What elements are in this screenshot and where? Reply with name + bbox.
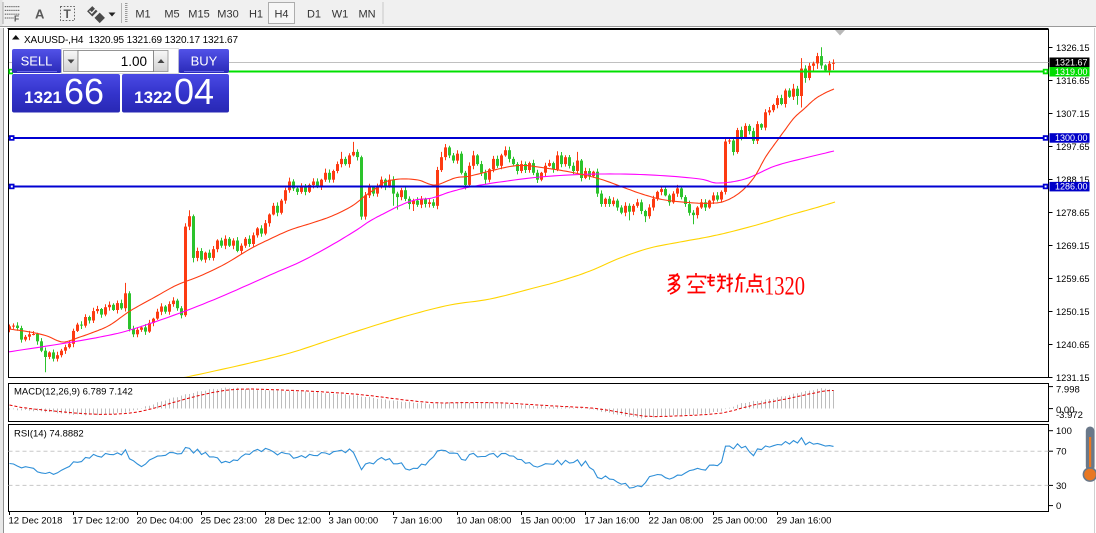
svg-text:MACD(12,26,9) 6.789 7.142: MACD(12,26,9) 6.789 7.142 <box>14 387 133 398</box>
svg-text:W1: W1 <box>332 9 349 21</box>
svg-text:1250.15: 1250.15 <box>1056 307 1090 317</box>
svg-text:1269.15: 1269.15 <box>1056 241 1090 251</box>
svg-text:70: 70 <box>1056 447 1067 458</box>
svg-text:A: A <box>35 7 45 22</box>
svg-text:F: F <box>14 14 19 24</box>
svg-text:20 Dec 04:00: 20 Dec 04:00 <box>137 516 194 527</box>
svg-text:1288.15: 1288.15 <box>1056 175 1090 185</box>
svg-text:H1: H1 <box>249 9 263 21</box>
svg-text:MN: MN <box>358 9 375 21</box>
svg-text:H4: H4 <box>274 9 288 21</box>
svg-text:17 Jan 16:00: 17 Jan 16:00 <box>585 516 640 527</box>
svg-text:1231.15: 1231.15 <box>1056 373 1090 383</box>
svg-text:D1: D1 <box>307 9 321 21</box>
svg-text:1297.65: 1297.65 <box>1056 142 1090 152</box>
svg-text:1320: 1320 <box>764 272 805 301</box>
svg-text:04: 04 <box>174 71 214 112</box>
svg-text:15 Jan 00:00: 15 Jan 00:00 <box>521 516 576 527</box>
svg-text:BUY: BUY <box>191 54 218 69</box>
svg-text:17 Dec 12:00: 17 Dec 12:00 <box>73 516 130 527</box>
svg-text:1319.00: 1319.00 <box>1055 67 1088 77</box>
svg-text:M5: M5 <box>164 9 179 21</box>
svg-text:1240.65: 1240.65 <box>1056 340 1090 350</box>
svg-text:1322: 1322 <box>134 88 172 107</box>
svg-text:7.998: 7.998 <box>1056 385 1080 396</box>
svg-text:25 Dec 23:00: 25 Dec 23:00 <box>201 516 258 527</box>
svg-text:SELL: SELL <box>21 54 53 69</box>
svg-text:66: 66 <box>64 71 104 112</box>
svg-text:22 Jan 08:00: 22 Jan 08:00 <box>649 516 704 527</box>
svg-text:M30: M30 <box>217 9 238 21</box>
svg-text:28 Dec 12:00: 28 Dec 12:00 <box>265 516 322 527</box>
svg-text:100: 100 <box>1056 426 1072 437</box>
svg-text:0: 0 <box>1056 501 1061 512</box>
svg-text:1300.00: 1300.00 <box>1055 133 1088 143</box>
svg-text:12 Dec 2018: 12 Dec 2018 <box>9 516 63 527</box>
svg-text:10 Jan 08:00: 10 Jan 08:00 <box>457 516 512 527</box>
svg-text:0.00: 0.00 <box>1056 405 1075 416</box>
svg-text:1316.65: 1316.65 <box>1056 76 1090 86</box>
svg-text:1321.67: 1321.67 <box>1055 57 1088 67</box>
svg-text:1286.00: 1286.00 <box>1055 182 1088 192</box>
svg-text:1278.65: 1278.65 <box>1056 208 1090 218</box>
svg-text:-3.972: -3.972 <box>1056 410 1083 421</box>
svg-text:3 Jan 00:00: 3 Jan 00:00 <box>329 516 379 527</box>
svg-text:30: 30 <box>1056 481 1067 492</box>
svg-text:7 Jan 16:00: 7 Jan 16:00 <box>393 516 443 527</box>
svg-text:M15: M15 <box>188 9 209 21</box>
svg-text:1321: 1321 <box>24 88 62 107</box>
svg-text:1259.65: 1259.65 <box>1056 274 1090 284</box>
svg-text:1.00: 1.00 <box>121 54 147 69</box>
svg-text:RSI(14) 74.8882: RSI(14) 74.8882 <box>14 429 84 440</box>
svg-text:XAUUSD-,H4 1320.95 1321.69 13: XAUUSD-,H4 1320.95 1321.69 1320.17 1321.… <box>24 35 238 46</box>
svg-text:T: T <box>64 7 72 21</box>
svg-text:M1: M1 <box>135 9 150 21</box>
svg-text:25 Jan 00:00: 25 Jan 00:00 <box>713 516 768 527</box>
svg-text:1307.15: 1307.15 <box>1056 109 1090 119</box>
svg-text:1326.15: 1326.15 <box>1056 43 1090 53</box>
svg-text:29 Jan 16:00: 29 Jan 16:00 <box>777 516 832 527</box>
